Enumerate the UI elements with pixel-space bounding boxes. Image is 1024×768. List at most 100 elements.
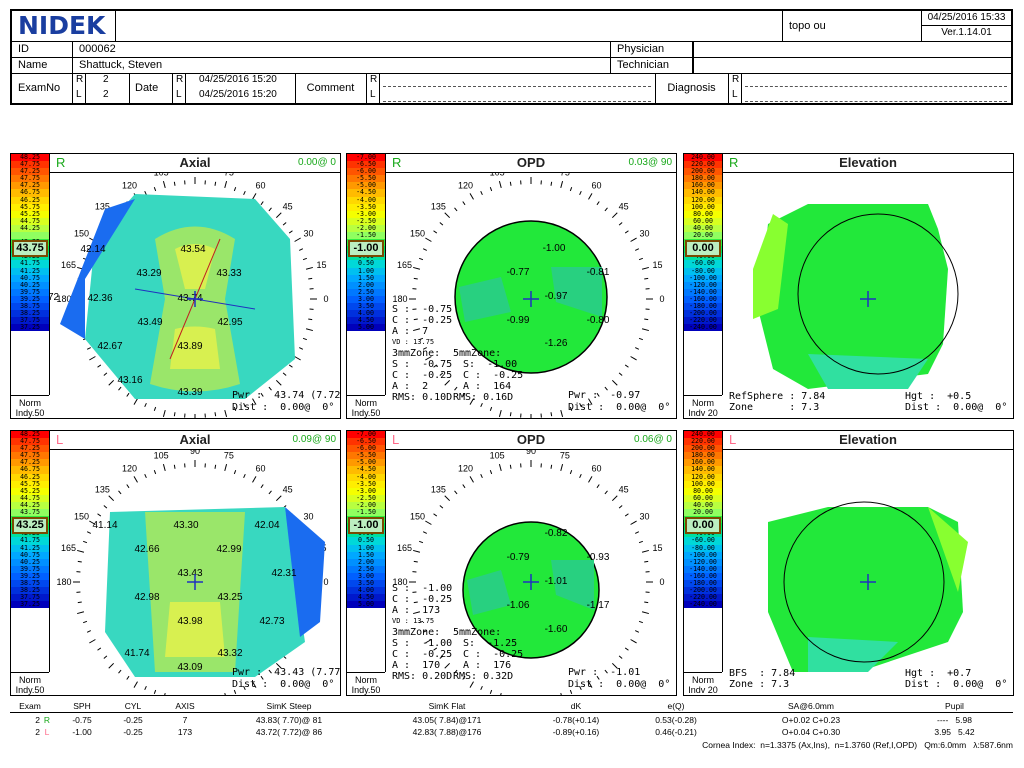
scale-step: 4.50: [347, 594, 385, 602]
center-crosshair: [860, 574, 876, 590]
opd-value: -1.00: [543, 243, 566, 254]
scale-step: 2.50: [347, 565, 385, 573]
color-scale: 240.00 220.00 200.00 180.00 160.00 140.00 120.…: [684, 431, 723, 672]
axial-power-value: 43.43: [177, 568, 202, 579]
elevation-colormap: [753, 204, 959, 389]
zone5-sphere: S: -1.25: [463, 638, 518, 649]
axis-tick-label: 150: [74, 229, 89, 239]
dist-readout: Dist : 0.00@ 0°: [568, 679, 671, 690]
axial-power-value: 42.36: [87, 293, 112, 304]
center-crosshair: [523, 291, 539, 307]
scale-step: 48.25: [11, 154, 49, 162]
step-label: Indv 20: [688, 685, 718, 695]
opd-value: -0.97: [545, 291, 568, 302]
scale-step: 2.50: [347, 288, 385, 296]
scale-step: -2.00: [347, 501, 385, 510]
axis-tick-label: 0: [323, 294, 328, 304]
axis-tick-label: 45: [619, 484, 629, 494]
row-r-cyl: -0.25: [123, 715, 143, 725]
topography-map: [723, 173, 1013, 418]
summary-row-l: 2 L -1.00 -0.25 173 43.72( 7.72)@ 86 42.…: [10, 727, 1013, 738]
zone5-cylinder: C : -0.25: [463, 370, 524, 381]
scale-mode[interactable]: Norm Indy.50: [11, 395, 49, 418]
nidek-logo: NIDEK: [12, 11, 116, 41]
scale-selected-value[interactable]: 43.75: [12, 240, 48, 258]
axial-power-value: 42.14: [80, 244, 105, 255]
technician-label: Technician: [611, 57, 693, 73]
map-canvas: [753, 204, 959, 389]
axis-tick-label: 45: [619, 201, 629, 211]
norm-label: Norm: [355, 398, 377, 408]
scale-step: 39.75: [11, 288, 49, 296]
row-l-eq: 0.46(-0.21): [655, 727, 697, 737]
scale-step: 100.00: [684, 480, 722, 488]
step-label: Indy.50: [351, 685, 381, 695]
axis-tick-label: 150: [410, 512, 425, 522]
scale-mode[interactable]: Norm Indy.50: [11, 672, 49, 695]
scale-selected-value[interactable]: 0.00: [685, 517, 721, 535]
scale-step: -140.00: [684, 288, 722, 296]
comment-field[interactable]: R L: [367, 73, 656, 103]
row-l-sph: -1.00: [72, 727, 92, 737]
axis-tick-label: 30: [639, 512, 649, 522]
scale-selected-value[interactable]: 43.25: [12, 517, 48, 535]
zone3-rms: RMS: 0.10D: [392, 392, 453, 403]
map-canvas: 907560453015016515013512010518041.1443.3…: [56, 446, 329, 695]
topography-map: 90 75 60 45 30 15 0 165 150 135 120 105 180 -0.82 -0.7…: [386, 446, 676, 695]
color-scale: -7.00 -6.50 -6.00 -5.50 -5.00 -4.50 -4.00 -3.50…: [347, 154, 386, 395]
scale-step: 3.50: [347, 302, 385, 311]
scale-step: 240.00: [684, 154, 722, 162]
scale-step: 45.75: [11, 203, 49, 211]
scale-step: 160.00: [684, 182, 722, 190]
opd-value: -0.93: [587, 552, 610, 563]
report-datetime: 04/25/2016 15:33: [922, 11, 1011, 26]
scale-step: 5.00: [347, 601, 385, 609]
panel-l-opd: -7.00 -6.50 -6.00 -5.50 -5.00 -4.50 -4.00 -3.50…: [346, 430, 677, 696]
scale-step: -5.50: [347, 175, 385, 183]
axis-tick-label: 105: [154, 450, 169, 460]
scale-mode[interactable]: Norm Indy.50: [347, 395, 385, 418]
scale-step: 0.50: [347, 537, 385, 545]
scale-step: 40.75: [11, 551, 49, 559]
date-values: R 04/25/2016 15:20 L 04/25/2016 15:20: [173, 73, 296, 103]
axial-power-value: 43.89: [177, 341, 202, 352]
scale-step: 43.75: [11, 508, 49, 517]
scale-mode[interactable]: Norm Indv 20: [684, 395, 722, 418]
scale-step: -5.50: [347, 452, 385, 460]
scale-step: 200.00: [684, 445, 722, 453]
zone5-sphere: S: -1.00: [463, 359, 518, 370]
opd-value: -0.79: [507, 552, 530, 563]
zone3-label: 3mmZone:: [392, 348, 441, 359]
center-crosshair: [523, 574, 539, 590]
scale-step: -240.00: [684, 601, 722, 609]
axial-power-value: 42.67: [97, 341, 122, 352]
scale-selected-value[interactable]: 0.00: [685, 240, 721, 258]
axis-tick-label: 180: [392, 294, 407, 304]
scale-step: -100.00: [684, 274, 722, 282]
scale-selected-value[interactable]: -1.00: [348, 240, 384, 258]
scale-selected-value[interactable]: -1.00: [348, 517, 384, 535]
date-l-value: 04/25/2016 15:20: [199, 89, 277, 100]
scale-step: 3.00: [347, 572, 385, 580]
panel-r-axial: 48.25 47.75 47.25 47.75 47.25 46.75 46.25 45.75…: [10, 153, 341, 419]
axis-tick-label: 90: [190, 450, 200, 456]
scale-mode[interactable]: Norm Indy.50: [347, 672, 385, 695]
axis-tick-label: 120: [458, 464, 473, 474]
axis-tick-label: 75: [224, 173, 234, 177]
scale-step: 48.25: [11, 431, 49, 439]
opd-value: -0.81: [587, 267, 610, 278]
axial-power-value: 42.73: [259, 616, 284, 627]
row-r-simk-steep: 43.83( 7.70)@ 81: [255, 715, 323, 725]
axis-tick-label: 180: [392, 577, 407, 587]
diagnosis-field[interactable]: R L: [729, 73, 1011, 103]
axis-tick-label: 0: [659, 577, 664, 587]
registration-value: 0.06@ 0: [634, 434, 672, 445]
scale-mode[interactable]: Norm Indv 20: [684, 672, 722, 695]
axial-power-value: 42.95: [217, 317, 242, 328]
axial-power-value: 43.49: [137, 317, 162, 328]
scale-step: 37.25: [11, 324, 49, 332]
height-readout: Hgt : +0.7: [905, 668, 972, 679]
row-l-sa: O+0.04 C+0.30: [781, 727, 841, 737]
row-l-axis: 173: [177, 727, 193, 737]
row-r-simk-flat: 43.05( 7.84)@171: [412, 715, 482, 725]
